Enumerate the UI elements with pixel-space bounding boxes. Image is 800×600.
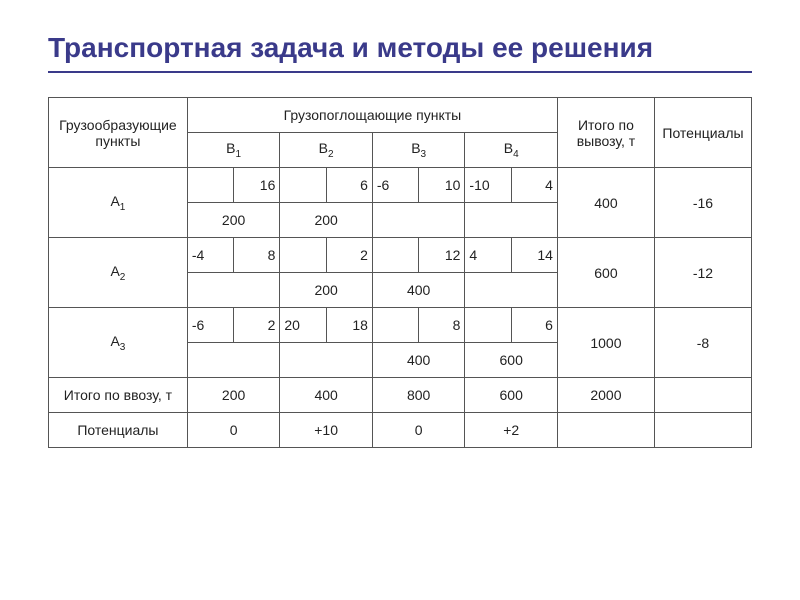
row-a2-top: А2 -4 8 2 12 4 14 600 -12 (49, 238, 752, 273)
th-supply: Грузообразующие пункты (49, 98, 188, 168)
header-row-1: Грузообразующие пункты Грузопоглощающие … (49, 98, 752, 133)
a2-b1-r: 8 (234, 238, 280, 273)
a3-v2 (280, 343, 373, 378)
th-demand: Грузопоглощающие пункты (187, 98, 557, 133)
a3-b4-l (465, 308, 511, 343)
rowlabel-a2: А2 (49, 238, 188, 308)
slide-title: Транспортная задача и методы ее решения (48, 30, 752, 65)
pot-pot-blank (654, 413, 751, 448)
a2-b3-r: 12 (419, 238, 465, 273)
row-totals-in: Итого по ввозу, т 200 400 800 600 2000 (49, 378, 752, 413)
a2-v2: 200 (280, 273, 373, 308)
th-b4: В4 (465, 133, 558, 168)
a2-b2-r: 2 (326, 238, 372, 273)
grand-pot-blank (654, 378, 751, 413)
a3-v3: 400 (372, 343, 465, 378)
total-in-b3: 800 (372, 378, 465, 413)
total-in-b2: 400 (280, 378, 373, 413)
a1-v3 (372, 203, 465, 238)
a1-pot: -16 (654, 168, 751, 238)
a2-b4-l: 4 (465, 238, 511, 273)
a2-v3: 400 (372, 273, 465, 308)
a1-b4-l: -10 (465, 168, 511, 203)
a3-total: 1000 (557, 308, 654, 378)
th-potentials: Потенциалы (654, 98, 751, 168)
a3-v4: 600 (465, 343, 558, 378)
pot-b3: 0 (372, 413, 465, 448)
rowlabel-a3: А3 (49, 308, 188, 378)
a3-v1 (187, 343, 280, 378)
a3-b1-r: 2 (234, 308, 280, 343)
pot-label: Потенциалы (49, 413, 188, 448)
total-in-b1: 200 (187, 378, 280, 413)
title-underline (48, 71, 752, 73)
transport-table-wrap: Грузообразующие пункты Грузопоглощающие … (48, 97, 752, 448)
a3-b4-r: 6 (511, 308, 557, 343)
a1-b1-l (187, 168, 233, 203)
a1-total: 400 (557, 168, 654, 238)
total-in-b4: 600 (465, 378, 558, 413)
th-b3: В3 (372, 133, 465, 168)
pot-sum-blank (557, 413, 654, 448)
row-potentials: Потенциалы 0 +10 0 +2 (49, 413, 752, 448)
grand-total: 2000 (557, 378, 654, 413)
a2-v4 (465, 273, 558, 308)
a1-b3-l: -6 (372, 168, 418, 203)
transport-table: Грузообразующие пункты Грузопоглощающие … (48, 97, 752, 448)
th-b1: В1 (187, 133, 280, 168)
pot-b4: +2 (465, 413, 558, 448)
slide: Транспортная задача и методы ее решения … (0, 0, 800, 488)
a1-v2: 200 (280, 203, 373, 238)
a3-b2-r: 18 (326, 308, 372, 343)
a2-b2-l (280, 238, 326, 273)
a2-v1 (187, 273, 280, 308)
row-a3-top: А3 -6 2 20 18 8 6 1000 -8 (49, 308, 752, 343)
th-b2: В2 (280, 133, 373, 168)
a1-b4-r: 4 (511, 168, 557, 203)
a3-pot: -8 (654, 308, 751, 378)
a1-b1-r: 16 (234, 168, 280, 203)
a1-v1: 200 (187, 203, 280, 238)
a2-pot: -12 (654, 238, 751, 308)
a1-b3-r: 10 (419, 168, 465, 203)
pot-b1: 0 (187, 413, 280, 448)
rowlabel-a1: А1 (49, 168, 188, 238)
a2-b3-l (372, 238, 418, 273)
row-a1-top: А1 16 6 -6 10 -10 4 400 -16 (49, 168, 752, 203)
a1-v4 (465, 203, 558, 238)
total-in-label: Итого по ввозу, т (49, 378, 188, 413)
a3-b3-l (372, 308, 418, 343)
a2-b4-r: 14 (511, 238, 557, 273)
th-total-out: Итого по вывозу, т (557, 98, 654, 168)
pot-b2: +10 (280, 413, 373, 448)
a3-b3-r: 8 (419, 308, 465, 343)
a1-b2-l (280, 168, 326, 203)
a3-b1-l: -6 (187, 308, 233, 343)
a1-b2-r: 6 (326, 168, 372, 203)
a2-total: 600 (557, 238, 654, 308)
a2-b1-l: -4 (187, 238, 233, 273)
a3-b2-l: 20 (280, 308, 326, 343)
